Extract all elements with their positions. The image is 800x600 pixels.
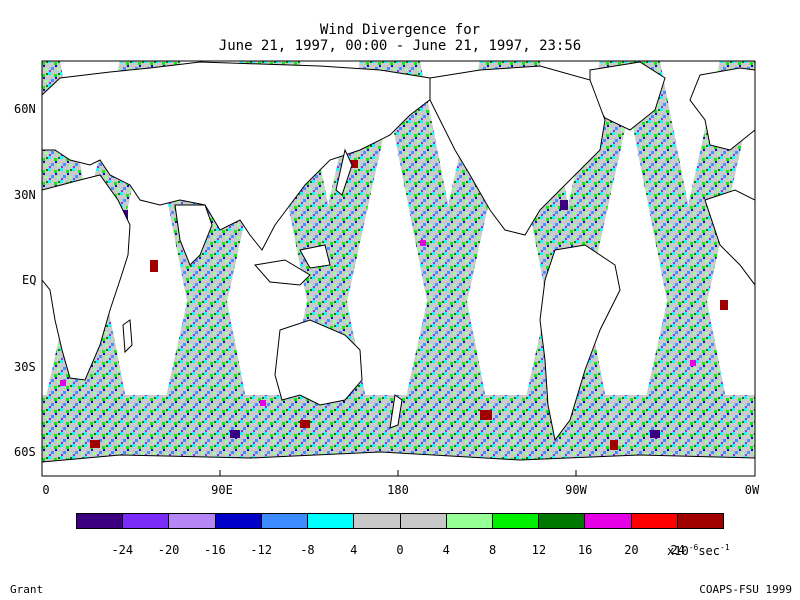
legend-tick-label: -24 <box>111 543 134 557</box>
lon-label-0: 0 <box>42 483 50 497</box>
legend-tick-label: 24 <box>670 543 685 557</box>
lat-label-30n: 30N <box>14 188 36 202</box>
legend-swatch <box>123 514 170 528</box>
map-title-line2: June 21, 1997, 00:00 - June 21, 1997, 23… <box>218 38 582 54</box>
lon-label-90w: 90W <box>565 483 587 497</box>
lat-label-eq: EQ <box>22 273 37 287</box>
legend-tick-label: 8 <box>488 543 497 557</box>
legend-swatch <box>585 514 632 528</box>
legend-swatch <box>169 514 216 528</box>
lon-label-90e: 90E <box>211 483 233 497</box>
legend-tick-label: 4 <box>350 543 358 557</box>
legend-tick-label: -12 <box>250 543 272 557</box>
color-scale-legend <box>76 513 724 529</box>
legend-tick-label: 20 <box>624 543 639 557</box>
legend-tick-label: 0 <box>396 543 404 557</box>
map-title-line1: Wind Divergence for <box>319 22 481 38</box>
lon-label-180: 180 <box>387 483 409 497</box>
legend-swatch <box>492 514 540 528</box>
legend-tick-label: -16 <box>204 543 226 557</box>
units-label: x10-6sec-1 <box>667 543 730 558</box>
legend-tick-label: 16 <box>577 543 593 557</box>
legend-swatch <box>215 514 262 528</box>
legend-swatch <box>446 514 493 528</box>
lat-label-60n: 60N <box>14 102 36 116</box>
credit-author: Grant <box>10 583 44 596</box>
legend-tick-label: 4 <box>442 543 450 557</box>
legend-tick-label: -20 <box>157 543 180 557</box>
lon-label-0w: 0W <box>744 483 760 497</box>
swath-layer <box>42 61 755 476</box>
lat-label-30s: 30S <box>14 360 36 374</box>
legend-swatch <box>77 514 124 528</box>
legend-swatch <box>677 514 724 528</box>
legend-swatch <box>354 514 401 528</box>
legend-tick-label: 12 <box>531 543 547 557</box>
lat-label-60s: 60S <box>14 445 36 459</box>
legend-swatch <box>308 514 355 528</box>
legend-swatch <box>631 514 678 528</box>
legend-tick-label: -8 <box>300 543 315 557</box>
legend-swatch <box>400 514 447 528</box>
legend-swatch <box>261 514 309 528</box>
credit-organization: COAPS-FSU 1999 <box>699 583 792 596</box>
legend-swatch <box>539 514 586 528</box>
